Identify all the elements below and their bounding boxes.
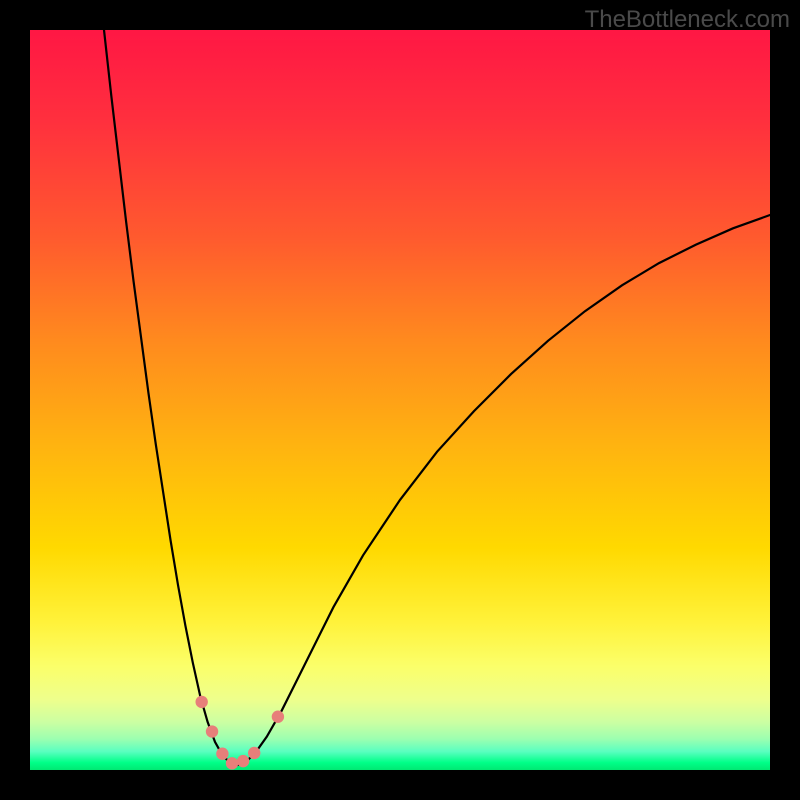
plot-area (30, 30, 770, 770)
chart-container: TheBottleneck.com (0, 0, 800, 800)
watermark-text: TheBottleneck.com (585, 6, 790, 34)
